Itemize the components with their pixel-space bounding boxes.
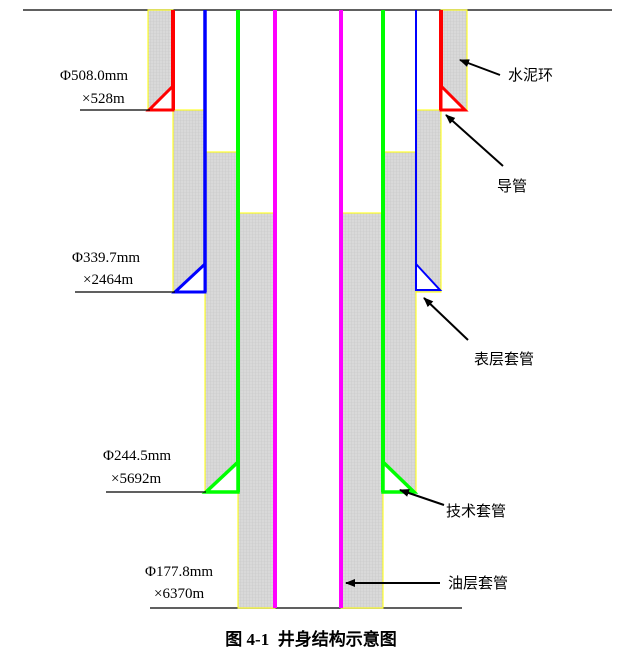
conductor-arrow (445, 114, 504, 167)
cement-left (147, 9, 276, 609)
surface-arrow (423, 297, 469, 341)
figure-caption: 图 4-1 井身结构示意图 (225, 629, 396, 649)
conductor-name-label: 导管 (497, 178, 527, 195)
production-size-label: Φ177.8mm (145, 564, 213, 580)
production-depth-label: ×6370m (154, 586, 204, 602)
cement-label: 水泥环 (508, 67, 553, 84)
conductor-size-label: Φ508.0mm (60, 68, 128, 84)
surface-casing (171, 10, 443, 294)
cement-arrow (459, 59, 501, 76)
conductor-casing (145, 10, 469, 112)
intermediate-size-label: Φ244.5mm (103, 448, 171, 464)
surface-name-label: 表层套管 (474, 351, 534, 368)
surface-depth-label: ×2464m (83, 272, 133, 288)
intermediate-depth-label: ×5692m (111, 471, 161, 487)
intermediate-casing (201, 10, 419, 494)
intermediate-arrow (399, 489, 445, 506)
production-name-label: 油层套管 (448, 575, 508, 592)
surface-size-label: Φ339.7mm (72, 250, 140, 266)
conductor-depth-label: ×528m (82, 91, 125, 107)
production-casing (273, 10, 343, 608)
intermediate-name-label: 技术套管 (446, 503, 506, 520)
